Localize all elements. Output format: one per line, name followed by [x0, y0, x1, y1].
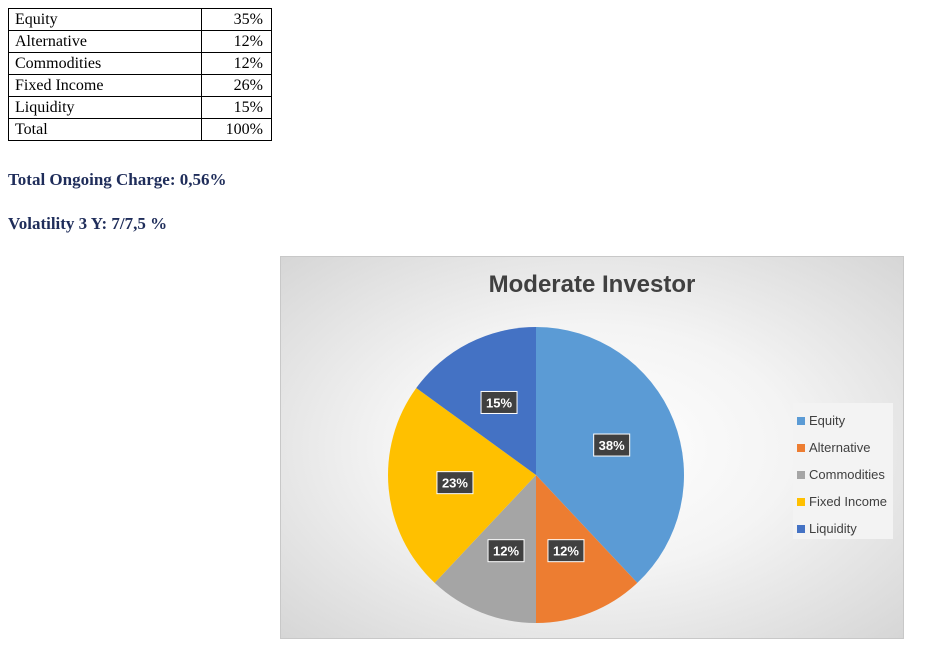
asset-name-cell: Liquidity — [8, 96, 202, 119]
table-total-row: Total 100% — [8, 118, 272, 141]
legend-item-liquidity: Liquidity — [793, 515, 893, 542]
svg-text:12%: 12% — [493, 544, 519, 559]
table-row: Fixed Income 26% — [8, 74, 272, 97]
ongoing-charge-text: Total Ongoing Charge: 0,56% — [8, 170, 227, 189]
asset-value-cell: 15% — [201, 96, 272, 119]
legend-item-alternative: Alternative — [793, 434, 893, 461]
legend-item-fixed-income: Fixed Income — [793, 488, 893, 515]
asset-value-cell: 12% — [201, 52, 272, 75]
legend-label: Commodities — [809, 467, 885, 482]
asset-value-cell: 12% — [201, 30, 272, 53]
legend-swatch — [797, 524, 805, 533]
legend-item-commodities: Commodities — [793, 461, 893, 488]
legend-label: Equity — [809, 413, 846, 428]
asset-value-cell: 26% — [201, 74, 272, 97]
table-row: Liquidity 15% — [8, 96, 272, 119]
svg-text:23%: 23% — [442, 476, 468, 491]
data-label-equity: 38% — [593, 433, 631, 457]
pie-chart: 38% 12% 12% 23% 15% Moderate Investor Equity… — [280, 256, 904, 639]
pie-slice-liquidity — [416, 327, 536, 475]
svg-text:15%: 15% — [486, 395, 512, 410]
pie-slice-alternative — [536, 475, 638, 623]
table-row: Alternative 12% — [8, 30, 272, 53]
asset-name-cell: Fixed Income — [8, 74, 202, 97]
legend-swatch — [797, 416, 805, 425]
legend-label: Alternative — [809, 440, 871, 455]
data-label-commodities: 12% — [487, 539, 525, 563]
total-name-cell: Total — [8, 118, 202, 141]
data-label-fixed-income: 23% — [436, 471, 474, 495]
data-label-alternative: 12% — [547, 539, 585, 563]
svg-text:38%: 38% — [599, 438, 625, 453]
svg-text:12%: 12% — [553, 544, 579, 559]
allocation-table: Equity 35% Alternative 12% Commodities 1… — [8, 8, 272, 141]
legend-swatch — [797, 497, 805, 506]
total-value-cell: 100% — [201, 118, 272, 141]
asset-name-cell: Commodities — [8, 52, 202, 75]
asset-value-cell: 35% — [201, 8, 272, 31]
legend-swatch — [797, 470, 805, 479]
asset-name-cell: Equity — [8, 8, 202, 31]
pie-chart-plot: 38% 12% 12% 23% 15% — [388, 327, 684, 623]
allocation-table-body: Equity 35% Alternative 12% Commodities 1… — [8, 8, 272, 141]
table-row: Commodities 12% — [8, 52, 272, 75]
legend-item-equity: Equity — [793, 407, 893, 434]
chart-legend: Equity Alternative Commodities Fixed Income… — [793, 403, 893, 539]
legend-label: Fixed Income — [809, 494, 888, 509]
volatility-text: Volatility 3 Y: 7/7,5 % — [8, 214, 168, 233]
table-row: Equity 35% — [8, 8, 272, 31]
data-label-liquidity: 15% — [480, 390, 518, 414]
legend-swatch — [797, 443, 805, 452]
asset-name-cell: Alternative — [8, 30, 202, 53]
pie-slice-commodities — [434, 475, 536, 623]
chart-title: Moderate Investor — [488, 271, 696, 298]
legend-label: Liquidity — [809, 521, 857, 536]
